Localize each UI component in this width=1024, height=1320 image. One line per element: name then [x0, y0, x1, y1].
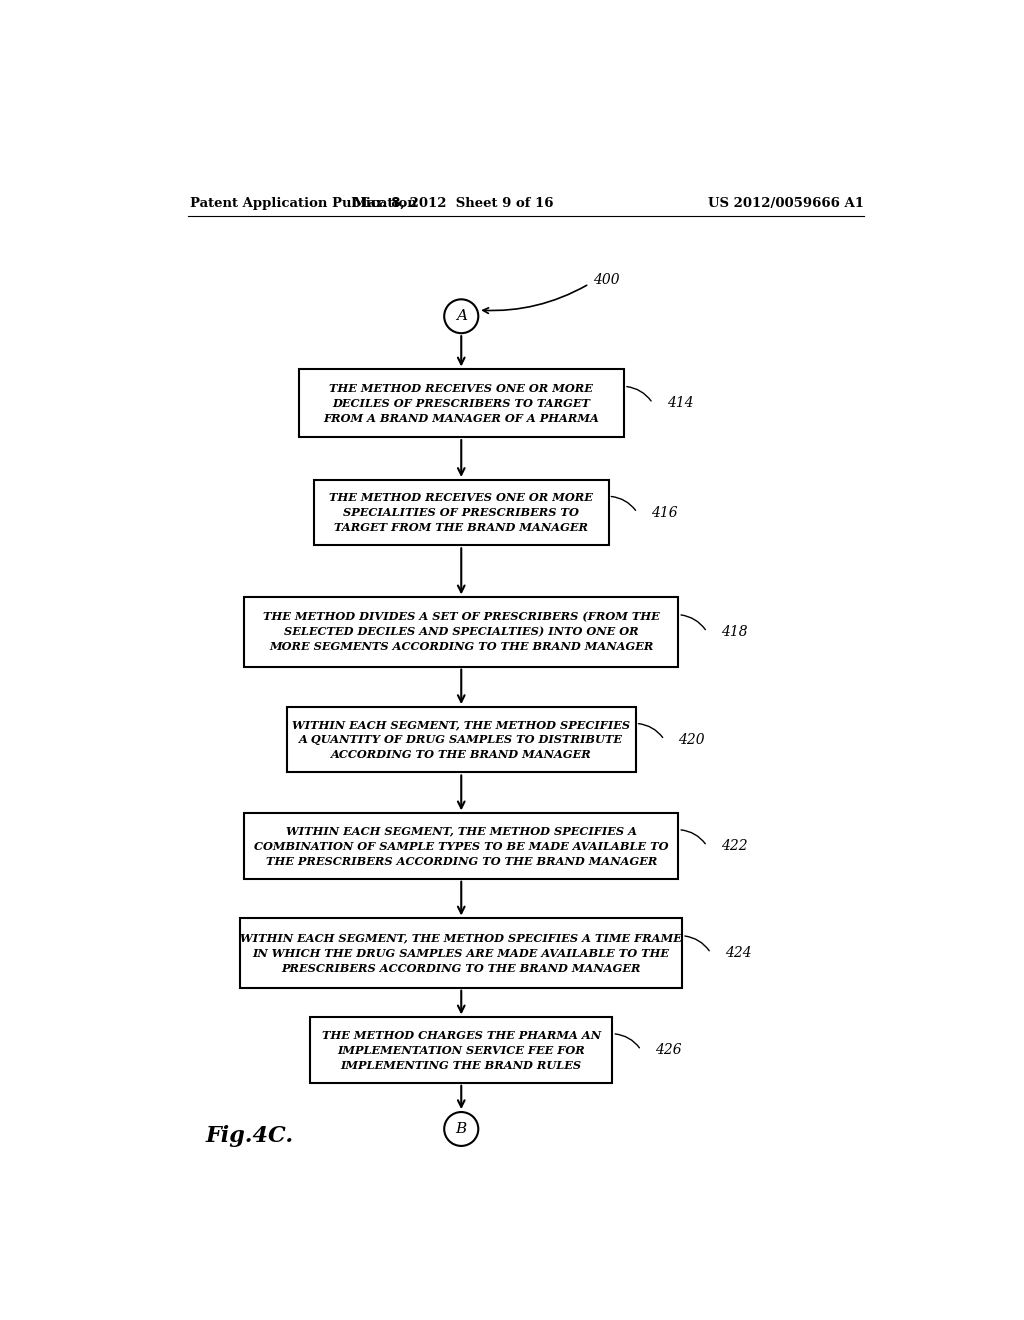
Text: WITHIN EACH SEGMENT, THE METHOD SPECIFIES A
COMBINATION OF SAMPLE TYPES TO BE MA: WITHIN EACH SEGMENT, THE METHOD SPECIFIE… — [254, 825, 669, 866]
Text: THE METHOD RECEIVES ONE OR MORE
SPECIALITIES OF PRESCRIBERS TO
TARGET FROM THE B: THE METHOD RECEIVES ONE OR MORE SPECIALI… — [330, 492, 593, 533]
FancyBboxPatch shape — [314, 480, 608, 545]
Text: THE METHOD DIVIDES A SET OF PRESCRIBERS (FROM THE
SELECTED DECILES AND SPECIALTI: THE METHOD DIVIDES A SET OF PRESCRIBERS … — [263, 611, 659, 652]
Text: 400: 400 — [593, 273, 620, 286]
FancyBboxPatch shape — [245, 813, 678, 879]
Text: Mar. 8, 2012  Sheet 9 of 16: Mar. 8, 2012 Sheet 9 of 16 — [353, 197, 554, 210]
Text: WITHIN EACH SEGMENT, THE METHOD SPECIFIES
A QUANTITY OF DRUG SAMPLES TO DISTRIBU: WITHIN EACH SEGMENT, THE METHOD SPECIFIE… — [292, 719, 631, 760]
Text: A: A — [456, 309, 467, 323]
Text: 416: 416 — [651, 506, 678, 520]
Text: 426: 426 — [655, 1043, 682, 1057]
FancyBboxPatch shape — [241, 919, 682, 987]
Text: THE METHOD CHARGES THE PHARMA AN
IMPLEMENTATION SERVICE FEE FOR
IMPLEMENTING THE: THE METHOD CHARGES THE PHARMA AN IMPLEME… — [322, 1030, 601, 1071]
Text: Patent Application Publication: Patent Application Publication — [190, 197, 417, 210]
Text: 424: 424 — [725, 946, 752, 960]
FancyBboxPatch shape — [299, 370, 624, 437]
FancyBboxPatch shape — [287, 708, 636, 772]
Text: THE METHOD RECEIVES ONE OR MORE
DECILES OF PRESCRIBERS TO TARGET
FROM A BRAND MA: THE METHOD RECEIVES ONE OR MORE DECILES … — [324, 383, 599, 424]
Text: B: B — [456, 1122, 467, 1137]
Text: 420: 420 — [678, 733, 705, 747]
Text: 414: 414 — [667, 396, 693, 411]
Text: WITHIN EACH SEGMENT, THE METHOD SPECIFIES A TIME FRAME
IN WHICH THE DRUG SAMPLES: WITHIN EACH SEGMENT, THE METHOD SPECIFIE… — [241, 932, 682, 974]
Text: Fig.4C.: Fig.4C. — [206, 1125, 294, 1147]
FancyBboxPatch shape — [310, 1018, 612, 1082]
Text: 418: 418 — [721, 624, 748, 639]
FancyBboxPatch shape — [245, 597, 678, 667]
Text: 422: 422 — [721, 840, 748, 853]
Text: US 2012/0059666 A1: US 2012/0059666 A1 — [709, 197, 864, 210]
